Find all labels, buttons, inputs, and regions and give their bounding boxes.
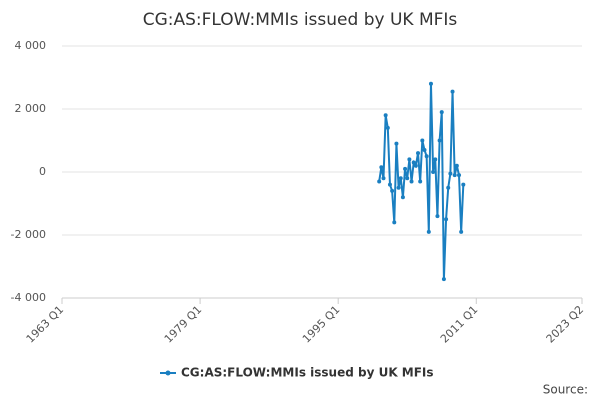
point (405, 176, 410, 181)
point (420, 138, 425, 143)
legend-marker (165, 370, 171, 376)
point (435, 214, 440, 219)
legend-label: CG:AS:FLOW:MMIs issued by UK MFIs (181, 366, 434, 380)
point (450, 89, 455, 94)
point (444, 217, 449, 222)
chart-title: CG:AS:FLOW:MMIs issued by UK MFIs (143, 10, 458, 30)
point (392, 220, 397, 225)
point (433, 157, 438, 162)
point (426, 229, 431, 234)
x-tick-label: 2023 Q2 (544, 303, 587, 346)
x-tick-label: 1995 Q1 (300, 303, 343, 346)
point (422, 147, 427, 152)
point (459, 229, 464, 234)
point (441, 277, 446, 282)
x-tick-label: 2011 Q1 (438, 303, 481, 346)
point (413, 163, 418, 168)
point (411, 160, 416, 165)
y-tick-label: 2 000 (15, 102, 47, 115)
y-tick-label: -4 000 (11, 291, 46, 304)
y-tick-label: 4 000 (15, 39, 47, 52)
point (385, 125, 390, 130)
x-tick-label: 1979 Q1 (162, 303, 205, 346)
point (403, 166, 408, 171)
point (452, 173, 457, 178)
point (396, 185, 401, 190)
point (400, 195, 405, 200)
point (390, 188, 395, 193)
point (431, 170, 436, 174)
point (418, 179, 423, 184)
point (416, 151, 421, 156)
y-tick-label: -2 000 (11, 228, 46, 241)
point (457, 173, 462, 178)
point (394, 141, 399, 146)
point (409, 179, 414, 184)
point (381, 176, 386, 181)
point (407, 157, 412, 162)
point (379, 165, 384, 170)
point (439, 110, 444, 115)
point (377, 179, 382, 184)
point (424, 154, 429, 159)
point (461, 182, 466, 187)
point (398, 176, 403, 181)
point (383, 113, 388, 118)
point (446, 185, 451, 190)
x-tick-label: 1963 Q1 (24, 303, 67, 346)
point (454, 163, 459, 168)
point (437, 138, 442, 143)
y-tick-label: 0 (39, 165, 46, 178)
source: Source: (543, 383, 588, 397)
point (387, 182, 392, 187)
point (448, 171, 453, 176)
line (378, 83, 465, 280)
point (428, 81, 433, 86)
